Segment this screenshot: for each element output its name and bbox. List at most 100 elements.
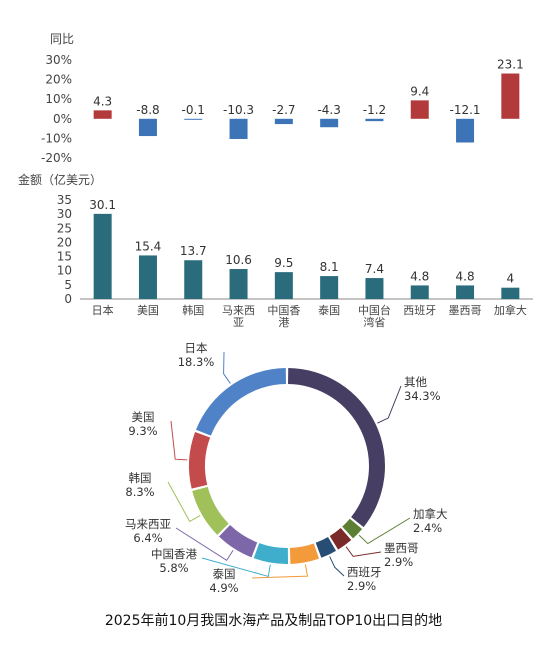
donut-slice-label: 18.3%	[178, 355, 215, 369]
amount-bar	[93, 213, 112, 299]
amount-bar	[410, 285, 429, 299]
yoy-value-label: 23.1	[497, 58, 524, 72]
donut-slice	[315, 537, 337, 558]
donut-slice	[289, 543, 320, 564]
yoy-bar	[229, 118, 248, 139]
category-tick-label: 马来西	[222, 304, 255, 317]
donut-leader-line	[223, 351, 231, 384]
amount-value-label: 13.7	[180, 244, 207, 258]
category-tick-label: 中国台	[358, 303, 391, 317]
donut-slice-label: 34.3%	[404, 389, 441, 403]
yoy-tick-label: -10%	[41, 131, 72, 145]
donut-slice	[329, 527, 352, 550]
donut-slice-name: 泰国	[213, 567, 236, 581]
donut-slice	[342, 518, 363, 539]
amount-value-label: 7.4	[365, 262, 384, 276]
yoy-tick-label: 10%	[45, 92, 72, 106]
amount-value-label: 15.4	[135, 239, 162, 253]
yoy-value-label: -2.7	[272, 103, 295, 117]
category-tick-label: 日本	[92, 303, 114, 317]
donut-slice-label: 6.4%	[133, 531, 162, 545]
yoy-bar	[138, 118, 157, 137]
category-tick-label: 中国香	[267, 304, 300, 317]
donut-slice	[218, 525, 258, 558]
yoy-value-label: 4.3	[93, 94, 112, 108]
category-tick-label: 美国	[137, 304, 159, 317]
yoy-bar	[184, 118, 203, 120]
donut-slice-name: 马来西亚	[125, 517, 171, 531]
yoy-bar	[501, 73, 520, 119]
donut-leader-line	[377, 385, 402, 424]
yoy-bar	[365, 118, 384, 122]
donut-slice-label: 4.9%	[209, 581, 238, 595]
donut-slice-label: 5.8%	[159, 561, 188, 575]
category-tick-label: 韩国	[182, 303, 204, 317]
amount-bar	[184, 260, 203, 299]
donut-slice-label: 2.9%	[347, 579, 376, 593]
category-tick-label: 湾省	[363, 315, 385, 329]
donut-leader-line	[329, 556, 345, 577]
yoy-value-label: -0.1	[182, 103, 205, 117]
donut-slice-label: 9.3%	[128, 424, 157, 438]
yoy-value-label: 9.4	[410, 84, 429, 98]
donut-leader-line	[345, 546, 382, 557]
donut-slice-name: 其他	[404, 375, 427, 389]
category-tick-label: 西班牙	[403, 304, 436, 317]
amount-tick-label: 15	[57, 250, 72, 264]
donut-slice-name: 西班牙	[347, 565, 382, 579]
donut-leader-line	[175, 527, 234, 562]
yoy-value-label: -8.8	[136, 103, 159, 117]
chart-caption: 2025年前10月我国水海产品及制品TOP10出口目的地	[104, 613, 443, 629]
donut-slice	[189, 432, 211, 489]
donut-slice	[288, 368, 386, 528]
amount-value-label: 4	[507, 272, 515, 286]
amount-tick-label: 0	[64, 292, 72, 306]
amount-value-label: 10.6	[225, 253, 252, 267]
donut-slice-label: 2.4%	[413, 521, 442, 535]
amount-tick-label: 5	[64, 278, 72, 292]
category-tick-label: 加拿大	[494, 303, 527, 317]
donut-slice-name: 加拿大	[413, 507, 448, 521]
yoy-tick-label: -20%	[41, 151, 72, 165]
yoy-bar	[456, 118, 475, 143]
amount-tick-label: 20	[57, 235, 72, 249]
amount-bar	[365, 278, 384, 299]
yoy-bar	[320, 118, 339, 128]
donut-slice-name: 墨西哥	[384, 541, 419, 555]
amount-axis-title: 金额（亿美元）	[18, 172, 102, 187]
donut-slice-label: 2.9%	[384, 555, 413, 569]
yoy-bar	[93, 110, 112, 119]
amount-tick-label: 25	[57, 221, 72, 235]
amount-value-label: 8.1	[320, 260, 339, 274]
donut-leader-line	[201, 557, 271, 578]
donut-leader-line	[170, 420, 188, 461]
category-tick-label: 墨西哥	[449, 304, 482, 317]
donut-slice	[253, 543, 289, 565]
yoy-value-label: -4.3	[317, 103, 340, 117]
yoy-tick-label: 30%	[45, 53, 72, 67]
yoy-axis-title: 同比	[50, 32, 74, 46]
amount-bar	[274, 272, 293, 299]
yoy-bar	[410, 100, 429, 119]
category-tick-label: 亚	[233, 316, 244, 329]
yoy-value-label: -10.3	[223, 103, 254, 117]
category-tick-label: 港	[278, 316, 289, 329]
donut-leader-line	[167, 481, 201, 523]
donut-slice-name: 日本	[185, 341, 208, 355]
amount-bar	[138, 255, 157, 299]
amount-bar	[229, 269, 248, 299]
amount-tick-label: 30	[57, 207, 72, 221]
amount-value-label: 30.1	[89, 198, 116, 212]
donut-slice-name: 中国香港	[151, 547, 197, 561]
donut-leader-line	[358, 517, 411, 545]
amount-tick-label: 35	[57, 193, 72, 207]
donut-slice-name: 韩国	[129, 471, 152, 485]
category-tick-label: 泰国	[318, 303, 340, 317]
donut-slice-label: 8.3%	[125, 485, 154, 499]
amount-value-label: 4.8	[410, 269, 429, 283]
donut-slice-name: 美国	[132, 410, 155, 424]
yoy-value-label: -1.2	[363, 103, 386, 117]
amount-bar	[320, 276, 339, 299]
yoy-value-label: -12.1	[450, 103, 481, 117]
